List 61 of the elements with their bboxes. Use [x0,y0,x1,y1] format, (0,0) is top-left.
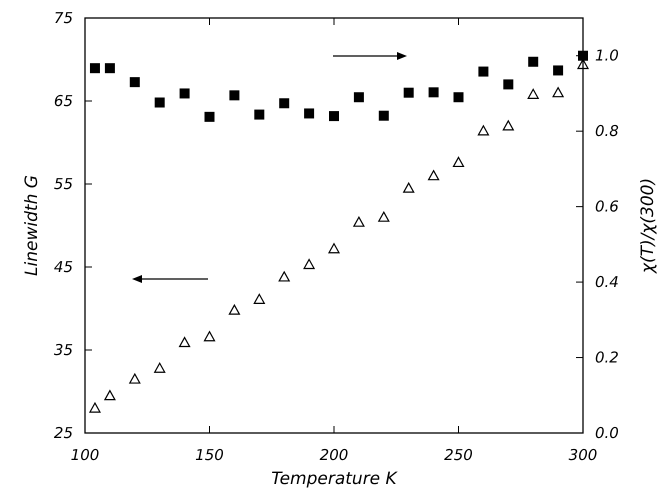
y-axis-title: Linewidth G [22,175,42,276]
point [329,111,339,122]
point [553,65,564,76]
point [229,90,240,100]
x-axis-title: Temperature K [271,469,399,489]
point [180,88,190,98]
y2-tick-label: 1.0 [595,46,619,65]
point [328,243,340,254]
point [503,79,514,90]
point [552,87,564,98]
y2-axis-title: χ(T)/χ(300) [638,178,658,274]
point [378,110,389,121]
point [378,212,390,222]
point [478,66,488,77]
y2-tick-label: 0.6 [595,198,619,216]
point [204,112,214,122]
point [278,271,290,282]
point [179,336,190,348]
point [104,63,115,74]
point [154,98,165,108]
x-tick-label: 200 [320,446,348,464]
point [403,182,414,193]
y-tick-label: 25 [54,424,73,442]
y-tick-label: 65 [54,92,73,110]
y2-tick-label: 0.0 [595,424,619,442]
y2-tick-label: 0.4 [595,273,619,292]
y-tick-label: 35 [54,341,73,359]
point [254,110,264,120]
x-tick-label: 250 [444,446,473,464]
point [354,92,364,102]
x-tick-label: 300 [568,446,598,464]
point [404,88,414,98]
point [428,87,439,98]
point [89,402,101,413]
point [528,56,538,67]
y-tick-label: 45 [54,258,73,276]
y2-tick-label: 0.2 [595,348,619,367]
y2-tick-label: 0.8 [595,122,619,140]
y-tick-label: 55 [54,175,73,193]
point [578,50,588,61]
point [452,156,464,168]
point [502,120,514,130]
point [279,98,290,108]
point [454,92,464,102]
point [528,88,539,99]
point [428,170,440,180]
point [129,373,140,384]
x-tick-label: 100 [70,446,100,464]
point [204,331,216,342]
point [304,258,315,270]
point [228,304,240,315]
y-tick-label: 75 [54,9,73,27]
point [90,63,100,74]
point [104,390,116,400]
point [130,77,140,88]
point [154,362,166,373]
point [353,216,364,227]
point [478,125,489,136]
x-tick-label: 150 [195,446,224,464]
point [304,108,314,118]
point [254,294,265,304]
